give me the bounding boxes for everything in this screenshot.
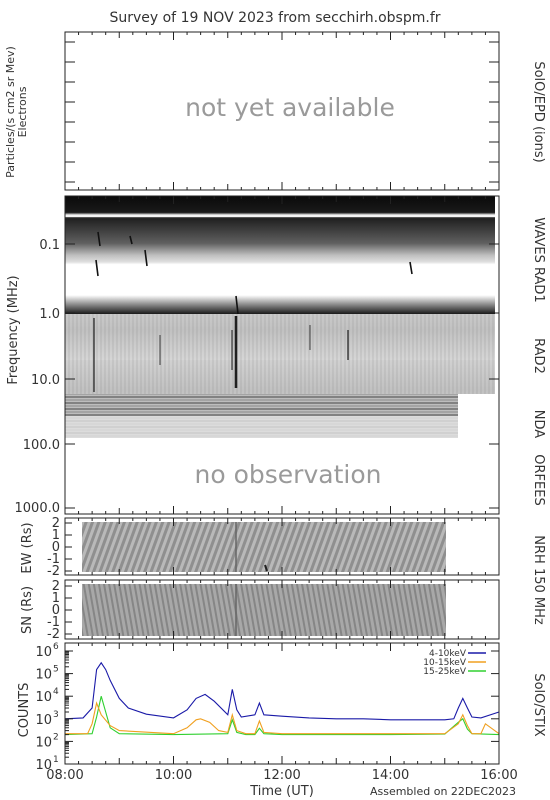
radio-overlay-text: no observation xyxy=(195,460,382,489)
ew-ylabel: EW (Rs) xyxy=(20,522,35,573)
footer-assembled: Assembled on 22DEC2023 xyxy=(370,785,516,798)
rad1-spectrogram xyxy=(65,196,495,314)
radio-panel: 0.1 1.0 10.0 100.0 1000.0 Frequency (MHz… xyxy=(6,195,546,516)
stix-ytick-label: 10 xyxy=(35,690,52,705)
stix-series-band2 xyxy=(65,701,500,735)
solo-stix-label: SolO/STIX xyxy=(531,673,546,736)
ew-ytick-2: 0 xyxy=(52,540,60,555)
rad2-label: RAD2 xyxy=(531,338,546,374)
stix-legend: 4-10keV 10-15keV 15-25keV xyxy=(423,649,486,677)
radio-ytick-3: 100.0 xyxy=(23,438,60,453)
waves-rad1-label: WAVES RAD1 xyxy=(531,217,546,302)
sn-yticks xyxy=(65,585,72,635)
legend-label-band3: 15-25keV xyxy=(423,667,467,677)
particles-left-ticks xyxy=(65,41,499,183)
x-tick-label: 12:00 xyxy=(263,768,300,783)
nrh-ew-panel: 2 1 0 -1 -2 EW (Rs) xyxy=(20,516,500,579)
sn-ylabel: SN (Rs) xyxy=(20,586,35,634)
x-tick-label: 16:00 xyxy=(480,768,517,783)
particles-ylabel-electrons: Electrons xyxy=(16,86,29,137)
radio-ylabel: Frequency (MHz) xyxy=(6,275,21,384)
sn-ytick-0: 2 xyxy=(52,579,60,594)
rad1-bursts xyxy=(95,231,413,315)
nda-label: NDA xyxy=(531,410,546,439)
ew-ytick-3: -1 xyxy=(47,552,60,567)
stix-series-band1 xyxy=(64,661,500,721)
stix-ytick-exponent: 6 xyxy=(53,642,59,652)
sn-ytick-2: 0 xyxy=(52,603,60,618)
stix-series-band3 xyxy=(64,696,500,736)
legend-label-band2: 10-15keV xyxy=(423,658,467,668)
particles-ylabel: Particles/(s cm2 sr Mev) xyxy=(4,46,17,178)
orfees-label: ORFEES xyxy=(531,454,546,505)
nrh-sn-panel: 2 1 0 -1 -2 SN (Rs) xyxy=(20,579,500,642)
ew-ytick-4: -2 xyxy=(47,564,60,579)
figure-title: Survey of 19 NOV 2023 from secchirh.obsp… xyxy=(109,10,440,26)
radio-ytick-2: 10.0 xyxy=(31,373,60,388)
sn-ytick-4: -2 xyxy=(47,627,60,642)
particles-overlay-text: not yet available xyxy=(185,93,395,122)
rad2-spectrogram xyxy=(65,314,495,394)
ew-yticks xyxy=(65,522,72,572)
x-axis: 08:00 10:00 12:00 14:00 16:00 xyxy=(46,32,518,783)
stix-ytick-exponent: 1 xyxy=(53,755,59,765)
x-tick-label: 10:00 xyxy=(155,768,192,783)
stix-ytick-exponent: 3 xyxy=(53,710,59,720)
x-tick-label: 14:00 xyxy=(372,768,409,783)
rad2-bursts xyxy=(93,316,349,392)
stix-ytick-exponent: 4 xyxy=(53,687,59,697)
radio-ytick-1: 1.0 xyxy=(39,307,60,322)
stix-ytick-label: 10 xyxy=(35,758,52,773)
sn-ytick-1: 1 xyxy=(52,591,60,606)
x-tick-label: 08:00 xyxy=(46,768,83,783)
ew-ytick-1: 1 xyxy=(52,528,60,543)
solo-epd-label: SolO/EPD (ions) xyxy=(531,61,546,162)
nrh-150-label: NRH 150 MHz xyxy=(531,535,546,625)
sn-ytick-3: -1 xyxy=(47,615,60,630)
stix-ytick-exponent: 2 xyxy=(53,732,59,742)
stix-ytick-label: 10 xyxy=(35,668,52,683)
stix-series-group xyxy=(64,661,500,736)
legend-label-band1: 4-10keV xyxy=(429,649,467,659)
nrh-sn-image xyxy=(82,584,446,636)
stix-ytick-label: 10 xyxy=(35,645,52,660)
stix-ytick-label: 10 xyxy=(35,713,52,728)
nrh-ew-image xyxy=(82,522,446,572)
stix-ytick-exponent: 5 xyxy=(53,665,59,675)
radio-ytick-4: 1000.0 xyxy=(15,501,61,516)
particles-panel: not yet available Particles/(s cm2 sr Me… xyxy=(4,31,546,191)
ew-ytick-0: 2 xyxy=(52,516,60,531)
x-axis-label: Time (UT) xyxy=(249,784,314,799)
radio-ytick-0: 0.1 xyxy=(39,238,60,253)
radio-yticks xyxy=(65,243,499,509)
stix-ylabel: COUNTS xyxy=(17,683,32,738)
stix-ytick-label: 10 xyxy=(35,735,52,750)
